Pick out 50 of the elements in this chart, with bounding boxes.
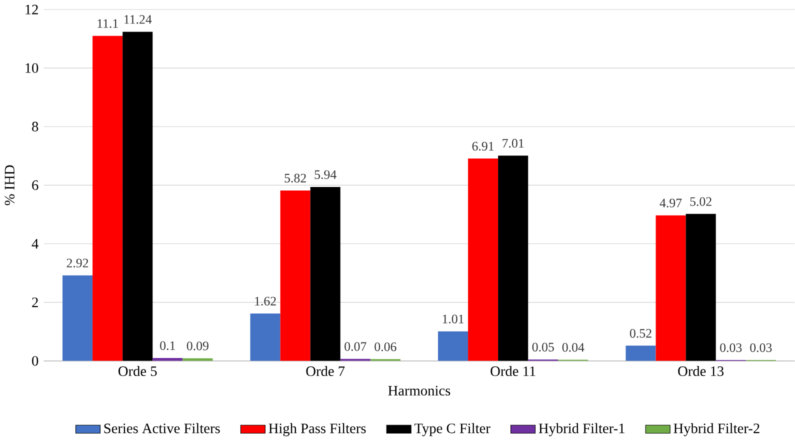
y-tick-label: 4 [32,239,38,249]
data-label: 1.62 [255,296,276,306]
x-tick-label: Orde 7 [306,366,345,376]
data-label: 0.04 [562,343,584,352]
legend-label: Hybrid Filter-1 [538,423,624,436]
x-axis-title: Harmonics [388,386,450,396]
bar [62,275,93,361]
data-label: 0.07 [344,342,366,351]
bar [280,190,310,361]
bar [468,158,498,361]
data-label: 0.06 [374,342,396,352]
bar [92,36,123,361]
data-label: 0.05 [532,342,554,352]
data-label: 5.82 [284,174,306,183]
y-axis-title: % IHD [4,165,14,206]
x-tick-label: Orde 5 [118,366,157,376]
bar [122,32,153,361]
data-label: 0.52 [630,328,652,338]
bar [498,156,528,361]
data-label: 0.03 [750,343,772,352]
data-label: 1.01 [442,314,464,324]
bar [250,313,280,361]
data-label: 11.1 [98,19,118,28]
bar [626,346,656,361]
y-tick-label: 8 [32,122,38,132]
x-tick-label: Orde 13 [678,366,724,376]
data-label: 4.97 [660,198,682,208]
data-label: 0.09 [186,342,208,350]
bar [310,186,340,361]
y-tick-label: 2 [32,298,38,308]
data-label: 11.24 [124,15,152,24]
x-tick-label: Orde 11 [490,366,536,376]
data-label: 2.92 [66,258,88,268]
data-label: 5.94 [314,170,336,180]
y-tick-label: 0 [32,356,38,366]
data-label: 0.03 [720,343,742,352]
y-tick-label: 12 [26,4,38,14]
bar [656,215,686,361]
data-label: 5.02 [690,197,712,206]
legend-label: Type C Filter [414,423,490,436]
data-label: 6.91 [472,142,494,151]
bar [438,331,468,361]
data-label: 7.01 [502,138,524,148]
legend-label: High Pass Filters [268,423,366,436]
bar [686,214,716,361]
y-tick-label: 10 [26,63,38,73]
legend-label: Hybrid Filter-2 [674,423,760,436]
legend-label: Series Active Filters [104,423,220,434]
data-label: 0.1 [160,341,175,350]
y-tick-label: 6 [32,180,38,190]
